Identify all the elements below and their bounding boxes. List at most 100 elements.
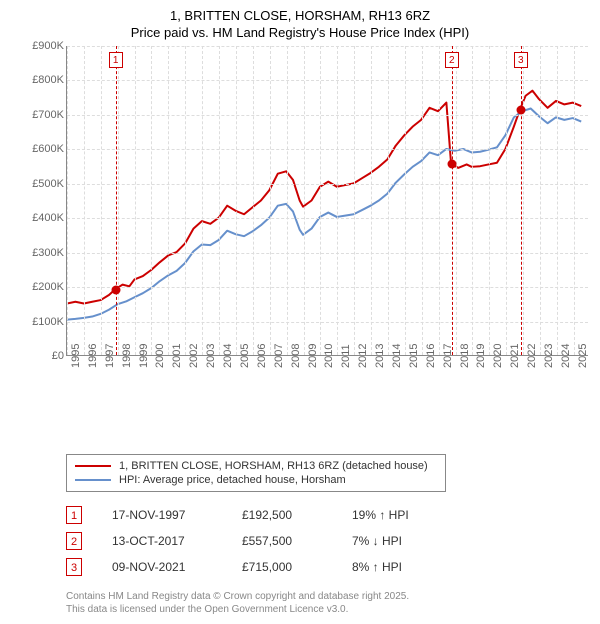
x-tick-label: 2005 [239, 344, 251, 368]
x-tick-label: 2014 [391, 344, 403, 368]
chart-area: 123 £0£100K£200K£300K£400K£500K£600K£700… [12, 46, 588, 406]
x-tick-label: 1997 [104, 344, 116, 368]
legend-swatch [75, 465, 111, 467]
title-address: 1, BRITTEN CLOSE, HORSHAM, RH13 6RZ [12, 8, 588, 23]
x-tick-label: 2011 [340, 344, 352, 368]
gridline-v [253, 46, 254, 355]
gridline-v [101, 46, 102, 355]
gridline-v [118, 46, 119, 355]
transaction-row: 213-OCT-2017£557,5007% ↓ HPI [66, 528, 588, 554]
marker-badge: 3 [514, 52, 528, 68]
gridline-v [456, 46, 457, 355]
y-tick-label: £300K [32, 247, 64, 259]
x-tick-label: 2012 [357, 344, 369, 368]
legend-label: 1, BRITTEN CLOSE, HORSHAM, RH13 6RZ (det… [119, 460, 428, 472]
x-tick-label: 1995 [70, 344, 82, 368]
legend-swatch [75, 479, 111, 481]
y-tick-label: £800K [32, 74, 64, 86]
gridline-v [439, 46, 440, 355]
transaction-badge: 3 [66, 558, 82, 576]
x-tick-label: 2013 [374, 344, 386, 368]
x-tick-label: 2018 [459, 344, 471, 368]
gridline-h [67, 46, 588, 47]
legend-box: 1, BRITTEN CLOSE, HORSHAM, RH13 6RZ (det… [66, 454, 446, 492]
transaction-table: 117-NOV-1997£192,50019% ↑ HPI213-OCT-201… [66, 502, 588, 580]
marker-badge: 2 [445, 52, 459, 68]
x-tick-label: 2009 [307, 344, 319, 368]
gridline-v [540, 46, 541, 355]
gridline-v [422, 46, 423, 355]
y-tick-label: £900K [32, 40, 64, 52]
x-tick-label: 2000 [154, 344, 166, 368]
gridline-v [472, 46, 473, 355]
marker-badge: 1 [109, 52, 123, 68]
marker-dot [111, 285, 120, 294]
marker-line [452, 46, 453, 355]
legend-row: 1, BRITTEN CLOSE, HORSHAM, RH13 6RZ (det… [75, 459, 437, 473]
transaction-price: £192,500 [242, 508, 322, 522]
gridline-h [67, 218, 588, 219]
gridline-v [388, 46, 389, 355]
gridline-v [489, 46, 490, 355]
x-tick-label: 2007 [273, 344, 285, 368]
transaction-delta: 7% ↓ HPI [352, 534, 442, 548]
gridline-h [67, 184, 588, 185]
gridline-v [168, 46, 169, 355]
y-tick-label: £500K [32, 178, 64, 190]
gridline-v [151, 46, 152, 355]
transaction-price: £715,000 [242, 560, 322, 574]
gridline-v [523, 46, 524, 355]
x-tick-label: 2024 [560, 344, 572, 368]
footer-line2: This data is licensed under the Open Gov… [66, 603, 588, 616]
x-tick-label: 2003 [205, 344, 217, 368]
x-tick-label: 2001 [171, 344, 183, 368]
gridline-v [202, 46, 203, 355]
gridline-v [371, 46, 372, 355]
gridline-h [67, 80, 588, 81]
x-tick-label: 2015 [408, 344, 420, 368]
gridline-v [574, 46, 575, 355]
gridline-h [67, 253, 588, 254]
marker-line [116, 46, 117, 355]
x-tick-label: 2016 [425, 344, 437, 368]
gridline-v [287, 46, 288, 355]
transaction-row: 1 17-NOV-1997 £192,500 19% ↑ HPI [66, 502, 588, 528]
gridline-v [84, 46, 85, 355]
x-tick-label: 2020 [492, 344, 504, 368]
footer-line1: Contains HM Land Registry data © Crown c… [66, 590, 588, 603]
transaction-date: 17-NOV-1997 [112, 508, 212, 522]
x-tick-label: 2025 [577, 344, 589, 368]
transaction-price: £557,500 [242, 534, 322, 548]
x-tick-label: 2021 [509, 344, 521, 368]
y-tick-label: £100K [32, 316, 64, 328]
figure-container: 1, BRITTEN CLOSE, HORSHAM, RH13 6RZ Pric… [0, 0, 600, 624]
transaction-badge: 2 [66, 532, 82, 550]
series-line-price_paid [67, 91, 581, 304]
x-tick-label: 2017 [442, 344, 454, 368]
gridline-v [506, 46, 507, 355]
x-tick-label: 2006 [256, 344, 268, 368]
gridline-v [304, 46, 305, 355]
gridline-v [270, 46, 271, 355]
transaction-date: 09-NOV-2021 [112, 560, 212, 574]
gridline-v [354, 46, 355, 355]
y-tick-label: £0 [52, 350, 64, 362]
gridline-v [405, 46, 406, 355]
gridline-v [219, 46, 220, 355]
gridline-v [337, 46, 338, 355]
transaction-badge: 1 [66, 506, 82, 524]
x-tick-label: 2004 [222, 344, 234, 368]
marker-dot [447, 159, 456, 168]
y-tick-label: £700K [32, 109, 64, 121]
transaction-row: 3 09-NOV-2021 £715,000 8% ↑ HPI [66, 554, 588, 580]
legend-label: HPI: Average price, detached house, Hors… [119, 474, 346, 486]
transaction-delta: 8% ↑ HPI [352, 560, 442, 574]
x-tick-label: 2022 [526, 344, 538, 368]
y-tick-label: £200K [32, 281, 64, 293]
gridline-v [236, 46, 237, 355]
x-tick-label: 1998 [121, 344, 133, 368]
marker-line [521, 46, 522, 355]
transaction-delta: 19% ↑ HPI [352, 508, 442, 522]
x-tick-label: 2023 [543, 344, 555, 368]
marker-dot [516, 105, 525, 114]
